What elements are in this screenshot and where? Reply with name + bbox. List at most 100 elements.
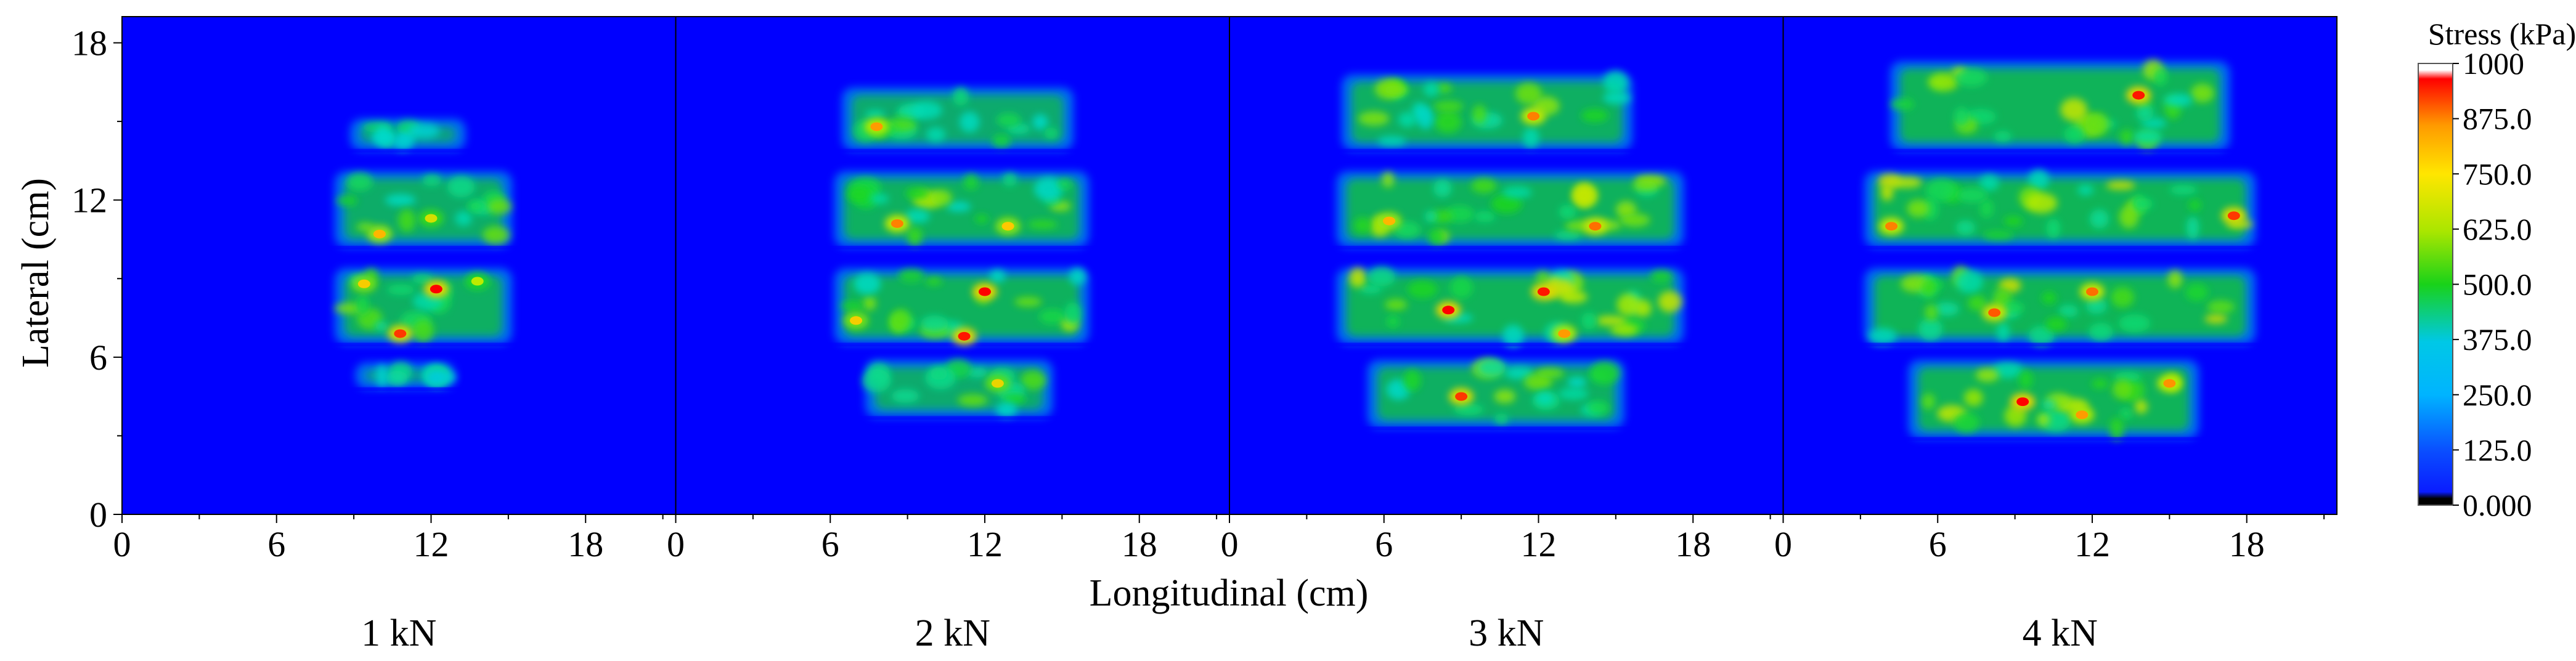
- axes: 0 6 12 18 1 kN 0 6 12 18 2 kN 0 6 12 18 3 kN 0 6 12 18 4 kN…: [71, 16, 2338, 654]
- band-gap: [1899, 437, 2208, 441]
- colorbar-tick-label: 250.0: [2463, 378, 2532, 412]
- colorbar-tick-label: 500.0: [2463, 267, 2532, 302]
- stress-blob: [2077, 184, 2094, 196]
- panel-label: 4 kN: [2023, 612, 2098, 654]
- stress-hotspot: [2132, 91, 2145, 100]
- stress-blob: [2111, 286, 2135, 308]
- stress-blob: [430, 371, 457, 383]
- stress-blob: [1955, 68, 1987, 87]
- stress-blob: [2046, 218, 2061, 239]
- stress-blob: [1554, 230, 1581, 240]
- stress-blob: [2169, 185, 2198, 195]
- stress-hotspot: [430, 285, 442, 294]
- stress-blob: [1650, 270, 1673, 283]
- panel-3: [1229, 17, 1783, 514]
- stress-blob: [1002, 172, 1017, 187]
- stress-blob: [2085, 298, 2107, 314]
- stress-blob: [2003, 216, 2023, 227]
- stress-blob: [1032, 114, 1048, 130]
- stress-blob: [1433, 100, 1464, 113]
- stress-hotspot: [891, 219, 903, 228]
- stress-hotspot: [2163, 379, 2176, 388]
- stress-blob: [1907, 200, 1930, 217]
- stress-blob: [2089, 323, 2113, 341]
- stress-blob: [1027, 220, 1058, 229]
- stress-blob: [1491, 193, 1522, 214]
- stress-blob: [1957, 187, 1987, 203]
- stress-blob: [963, 174, 979, 190]
- stress-blob: [1586, 400, 1610, 415]
- stress-hotspot: [2085, 287, 2098, 296]
- stress-hotspot: [1001, 222, 1014, 231]
- y-tick-label: 18: [71, 23, 107, 63]
- stress-blob: [920, 315, 949, 333]
- stress-blob: [1472, 104, 1486, 124]
- stress-blob: [2118, 314, 2151, 333]
- stress-blob: [2119, 205, 2139, 229]
- stress-blob: [960, 112, 980, 132]
- stress-blob: [397, 209, 416, 232]
- stress-blob: [966, 367, 988, 378]
- panel-1: [122, 17, 676, 514]
- stress-blob: [2028, 325, 2055, 346]
- x-tick-label: 18: [2229, 524, 2265, 564]
- stress-blob: [1954, 412, 1979, 433]
- stress-blob: [1474, 211, 1496, 222]
- stress-blob: [375, 125, 391, 145]
- stress-blob: [891, 309, 911, 330]
- stress-blob: [1383, 85, 1409, 95]
- stress-blob: [1589, 361, 1620, 385]
- stress-blob: [2060, 98, 2088, 121]
- stress-blob: [2134, 400, 2148, 414]
- stress-blob: [411, 274, 434, 284]
- stress-blob: [1407, 280, 1438, 299]
- stress-blob: [1567, 376, 1587, 388]
- stress-hotspot: [425, 214, 438, 223]
- stress-blob: [2002, 301, 2024, 315]
- stress-hotspot: [1383, 216, 1396, 225]
- band-gap: [1327, 245, 1693, 249]
- stress-blob: [447, 176, 475, 198]
- stress-blob: [1058, 179, 1072, 190]
- stress-blob: [2106, 180, 2135, 190]
- stress-blob: [1358, 111, 1390, 126]
- y-tick-label: 12: [71, 180, 107, 221]
- stress-blob: [1433, 179, 1452, 198]
- x-tick-label: 12: [413, 524, 449, 564]
- stress-blob: [1928, 73, 1959, 92]
- band-gap: [825, 245, 1098, 249]
- stress-blob: [1954, 107, 1969, 126]
- stress-blob: [995, 402, 1017, 418]
- stress-blob: [2164, 93, 2193, 107]
- stress-blob: [1996, 322, 2010, 342]
- stress-blob: [2119, 129, 2134, 145]
- x-tick-label: 18: [568, 524, 603, 564]
- stress-blob: [2004, 405, 2027, 427]
- stress-blob: [1502, 186, 1532, 198]
- stress-blob: [1955, 270, 1983, 293]
- stress-blob: [2134, 198, 2154, 210]
- stress-blob: [2028, 169, 2050, 190]
- stress-blob: [2186, 216, 2199, 240]
- band-gap: [326, 245, 521, 249]
- stress-blob: [1021, 370, 1046, 390]
- stress-hotspot: [1455, 392, 1468, 401]
- band-gap: [1881, 148, 2239, 153]
- stress-blob: [1535, 271, 1551, 284]
- stress-blob: [854, 273, 881, 295]
- stress-blob: [1581, 312, 1597, 330]
- stress-blob: [862, 369, 891, 392]
- stress-blob: [840, 301, 864, 310]
- stress-blob: [1453, 403, 1484, 416]
- stress-blob: [1536, 392, 1554, 405]
- stress-blob: [1616, 293, 1641, 316]
- stress-hotspot: [2076, 410, 2089, 420]
- stress-blob: [1975, 368, 1999, 383]
- stress-blob: [2153, 68, 2167, 86]
- stress-blob: [334, 302, 364, 314]
- stress-blob: [375, 364, 389, 387]
- stress-blob: [1381, 172, 1395, 188]
- stress-blob: [2207, 300, 2235, 314]
- stress-blob: [1038, 309, 1066, 325]
- stress-blob: [1428, 229, 1444, 245]
